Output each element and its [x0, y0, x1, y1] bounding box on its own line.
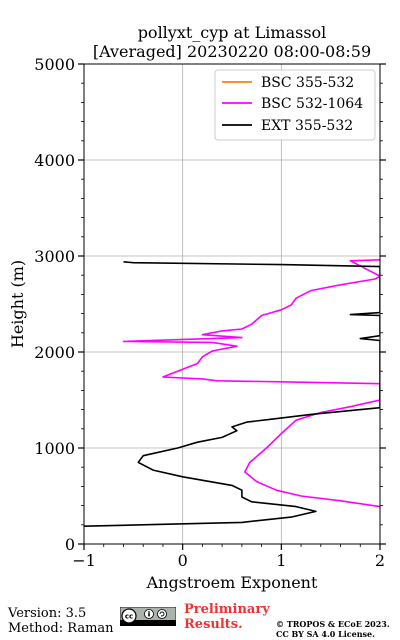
version-text: Version: 3.5 [8, 606, 87, 621]
series-layer [84, 259, 380, 527]
preliminary-results-note: Preliminary Results. [184, 602, 270, 632]
legend-label-bsc-532-1064: BSC 532-1064 [261, 96, 363, 112]
preliminary-line1: Preliminary [184, 602, 270, 617]
y-tick-label: 3000 [34, 247, 75, 266]
y-tick-label: 4000 [34, 151, 75, 170]
svg-text:cc: cc [125, 613, 133, 621]
legend-label-ext-355-532: EXT 355-532 [261, 118, 353, 134]
legend: BSC 355-532 BSC 532-1064 EXT 355-532 [214, 69, 376, 141]
method-text: Method: Raman [8, 621, 114, 636]
y-tick-label: 0 [65, 535, 75, 554]
series-line-ext-355-532 [84, 261, 380, 527]
preliminary-line2: Results. [184, 617, 243, 632]
cc-by-sa-logo: cc [120, 607, 176, 626]
y-tick-label: 1000 [34, 439, 75, 458]
x-tick-label: 1 [276, 551, 286, 570]
copyright-notice: © TROPOS & ECoE 2023. CC BY SA 4.0 Licen… [276, 619, 390, 639]
chart-title-line2: [Averaged] 20230220 08:00-08:59 [93, 42, 371, 61]
x-tick-label: 2 [375, 551, 385, 570]
x-axis-label: Angstroem Exponent [146, 573, 318, 592]
copyright-line2: CC BY SA 4.0 License. [276, 629, 375, 639]
x-tick-label: −1 [72, 551, 96, 570]
legend-label-bsc-355-532: BSC 355-532 [261, 75, 354, 91]
y-tick-label: 5000 [34, 55, 75, 74]
y-tick-label: 2000 [34, 343, 75, 362]
y-axis-label: Height (m) [8, 260, 27, 348]
chart-title-line1: pollyxt_cyp at Limassol [138, 23, 327, 42]
x-tick-label: 0 [178, 551, 188, 570]
plot-frame [83, 63, 381, 545]
grid [84, 64, 380, 544]
series-line-bsc-532-1064 [122, 259, 380, 508]
copyright-line1: © TROPOS & ECoE 2023. [276, 619, 390, 629]
legend-box [214, 69, 376, 141]
